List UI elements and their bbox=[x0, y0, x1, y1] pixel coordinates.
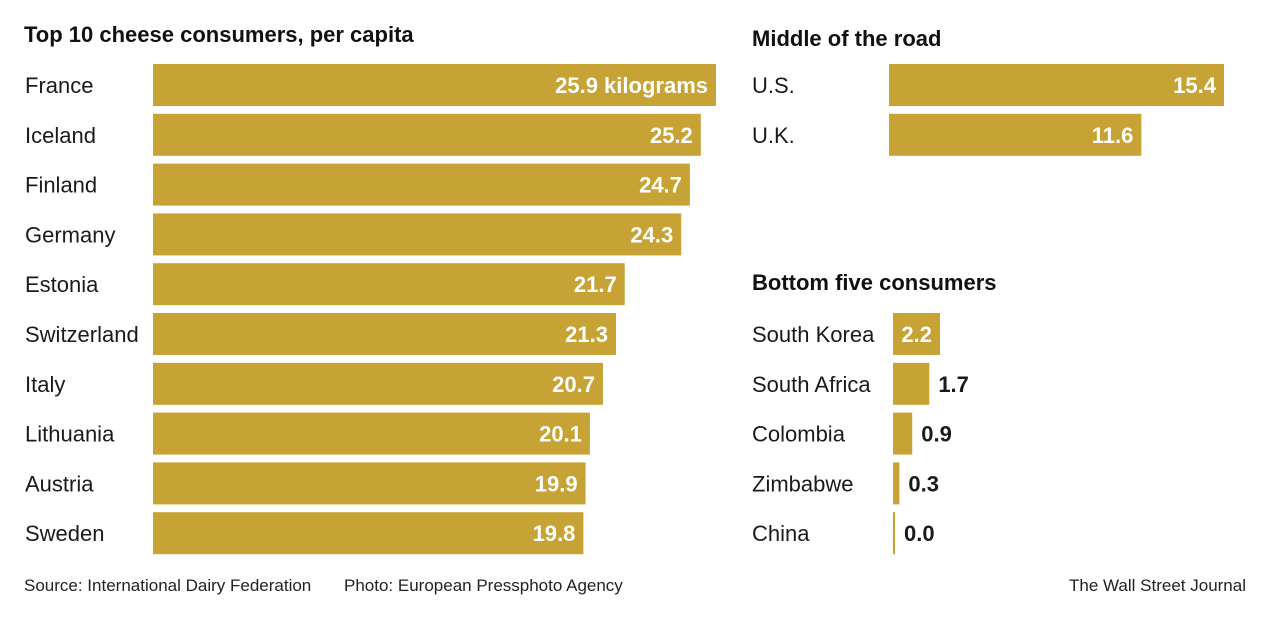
bar-bottom-0 bbox=[893, 313, 940, 355]
value-label-bottom-4: 0.0 bbox=[904, 521, 935, 546]
category-label-top10-1: Iceland bbox=[25, 123, 96, 148]
category-label-top10-7: Lithuania bbox=[25, 422, 115, 447]
bar-bottom-2 bbox=[893, 412, 913, 455]
publisher-credit: The Wall Street Journal bbox=[1069, 576, 1246, 595]
bottom5-chart-title: Bottom five consumers bbox=[752, 270, 997, 295]
value-label-bottom-2: 0.9 bbox=[921, 422, 952, 447]
bar-top10-0 bbox=[153, 64, 716, 106]
top10-chart-title: Top 10 cheese consumers, per capita bbox=[24, 22, 414, 47]
category-label-bottom-0: South Korea bbox=[752, 322, 875, 347]
bar-top10-8 bbox=[153, 462, 586, 505]
category-label-bottom-2: Colombia bbox=[752, 422, 846, 447]
category-label-top10-2: Finland bbox=[25, 173, 97, 198]
category-label-top10-9: Sweden bbox=[25, 521, 105, 546]
value-label-bottom-3: 0.3 bbox=[908, 471, 939, 496]
bar-middle-1 bbox=[889, 113, 1142, 156]
value-label-top10-9: 19.8 bbox=[533, 521, 576, 546]
category-label-top10-5: Switzerland bbox=[25, 322, 139, 347]
source-note: Source: International Dairy Federation bbox=[24, 576, 312, 595]
value-label-top10-0: 25.9 kilograms bbox=[555, 73, 708, 98]
value-label-top10-8: 19.9 bbox=[535, 471, 578, 496]
bar-top10-7 bbox=[153, 412, 590, 455]
bar-top10-2 bbox=[153, 163, 690, 206]
category-label-bottom-3: Zimbabwe bbox=[752, 471, 853, 496]
value-label-bottom-0: 2.2 bbox=[901, 322, 932, 347]
cheese-consumption-bar-charts: France 25.9 kilograms Iceland 25.2 Finland 24… bbox=[25, 64, 1224, 555]
bar-bottom-3 bbox=[893, 462, 900, 505]
category-label-middle-1: U.K. bbox=[752, 123, 795, 148]
value-label-top10-6: 20.7 bbox=[552, 372, 595, 397]
middle-chart-title: Middle of the road bbox=[752, 26, 942, 51]
bar-bottom-4 bbox=[893, 512, 895, 555]
category-label-top10-0: France bbox=[25, 73, 93, 98]
category-label-middle-0: U.S. bbox=[752, 73, 795, 98]
bar-bottom-1 bbox=[893, 362, 930, 405]
bar-top10-1 bbox=[153, 113, 701, 156]
bar-top10-3 bbox=[153, 213, 682, 256]
category-label-top10-3: Germany bbox=[25, 222, 115, 247]
value-label-bottom-1: 1.7 bbox=[938, 372, 969, 397]
bar-middle-0 bbox=[889, 64, 1224, 106]
category-label-top10-8: Austria bbox=[25, 471, 94, 496]
bar-top10-5 bbox=[153, 313, 617, 355]
bar-top10-6 bbox=[153, 362, 603, 405]
value-label-top10-4: 21.7 bbox=[574, 272, 617, 297]
value-label-middle-1: 11.6 bbox=[1092, 123, 1134, 148]
value-label-top10-1: 25.2 bbox=[650, 123, 693, 148]
value-label-top10-7: 20.1 bbox=[539, 422, 582, 447]
value-label-top10-5: 21.3 bbox=[565, 322, 608, 347]
value-label-top10-3: 24.3 bbox=[630, 222, 673, 247]
category-label-bottom-1: South Africa bbox=[752, 372, 871, 397]
category-label-top10-4: Estonia bbox=[25, 272, 99, 297]
value-label-middle-0: 15.4 bbox=[1173, 73, 1217, 98]
bar-top10-9 bbox=[153, 512, 584, 555]
category-label-bottom-4: China bbox=[752, 521, 810, 546]
photo-credit: Photo: European Pressphoto Agency bbox=[344, 576, 623, 595]
bar-top10-4 bbox=[153, 263, 625, 306]
category-label-top10-6: Italy bbox=[25, 372, 65, 397]
value-label-top10-2: 24.7 bbox=[639, 173, 682, 198]
